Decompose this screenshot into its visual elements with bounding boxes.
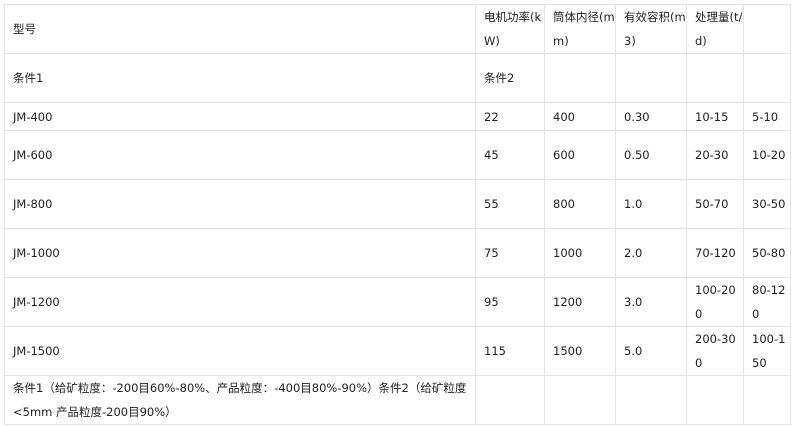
- condition-2-label: 条件2: [475, 53, 545, 103]
- footnote: 条件1（给矿粒度：-200目60%-80%、产品粒度：-400目80%-90%）…: [4, 375, 476, 425]
- cell-power: 75: [475, 228, 545, 278]
- cell-diameter: 1200: [544, 277, 616, 327]
- cell-capacity-1: 20-30: [686, 130, 744, 180]
- cell-power: 95: [475, 277, 545, 327]
- table-row: JM-600 45 600 0.50 20-30 10-20: [4, 130, 791, 180]
- table-row: JM-1000 75 1000 2.0 70-120 50-80: [4, 228, 791, 278]
- cell-diameter: 600: [544, 130, 616, 180]
- cell-power: 115: [475, 326, 545, 376]
- empty-cell: [615, 375, 687, 425]
- cell-volume: 5.0: [615, 326, 687, 376]
- header-diameter: 筒体内径(mm): [544, 4, 616, 54]
- cell-capacity-1: 70-120: [686, 228, 744, 278]
- cell-capacity-1: 50-70: [686, 179, 744, 229]
- cell-diameter: 1500: [544, 326, 616, 376]
- empty-cell: [615, 53, 687, 103]
- cell-model: JM-400: [4, 102, 476, 131]
- empty-cell: [743, 53, 791, 103]
- table-row: JM-1200 95 1200 3.0 100-200 80-120: [4, 277, 791, 327]
- empty-cell: [544, 53, 616, 103]
- header-capacity: 处理量(t/d): [686, 4, 744, 54]
- table-row: JM-1500 115 1500 5.0 200-300 100-150: [4, 326, 791, 376]
- header-row: 型号 电机功率(kW) 筒体内径(mm) 有效容积(m3) 处理量(t/d): [4, 4, 791, 54]
- header-model: 型号: [4, 4, 476, 54]
- cell-capacity-2: 100-150: [743, 326, 791, 376]
- cell-capacity-2: 10-20: [743, 130, 791, 180]
- cell-capacity-2: 50-80: [743, 228, 791, 278]
- cell-model: JM-1000: [4, 228, 476, 278]
- table-row: JM-400 22 400 0.30 10-15 5-10: [4, 102, 791, 131]
- cell-power: 22: [475, 102, 545, 131]
- empty-cell: [686, 53, 744, 103]
- empty-cell: [743, 375, 791, 425]
- cell-power: 45: [475, 130, 545, 180]
- cell-model: JM-1500: [4, 326, 476, 376]
- empty-cell: [544, 375, 616, 425]
- cell-capacity-2: 5-10: [743, 102, 791, 131]
- cell-capacity-2: 30-50: [743, 179, 791, 229]
- cell-capacity-1: 200-300: [686, 326, 744, 376]
- cell-volume: 2.0: [615, 228, 687, 278]
- header-extra: [743, 4, 791, 54]
- cell-model: JM-1200: [4, 277, 476, 327]
- cell-model: JM-600: [4, 130, 476, 180]
- cell-model: JM-800: [4, 179, 476, 229]
- footnote-row: 条件1（给矿粒度：-200目60%-80%、产品粒度：-400目80%-90%）…: [4, 375, 791, 425]
- cell-power: 55: [475, 179, 545, 229]
- empty-cell: [686, 375, 744, 425]
- cell-volume: 1.0: [615, 179, 687, 229]
- cell-capacity-2: 80-120: [743, 277, 791, 327]
- empty-cell: [475, 375, 545, 425]
- cell-capacity-1: 10-15: [686, 102, 744, 131]
- conditions-row: 条件1 条件2: [4, 53, 791, 103]
- cell-diameter: 1000: [544, 228, 616, 278]
- table-row: JM-800 55 800 1.0 50-70 30-50: [4, 179, 791, 229]
- cell-volume: 0.50: [615, 130, 687, 180]
- cell-diameter: 400: [544, 102, 616, 131]
- mill-spec-table: 型号 电机功率(kW) 筒体内径(mm) 有效容积(m3) 处理量(t/d) 条…: [4, 4, 791, 425]
- header-volume: 有效容积(m3): [615, 4, 687, 54]
- cell-diameter: 800: [544, 179, 616, 229]
- cell-volume: 0.30: [615, 102, 687, 131]
- header-power: 电机功率(kW): [475, 4, 545, 54]
- condition-1-label: 条件1: [4, 53, 476, 103]
- cell-capacity-1: 100-200: [686, 277, 744, 327]
- cell-volume: 3.0: [615, 277, 687, 327]
